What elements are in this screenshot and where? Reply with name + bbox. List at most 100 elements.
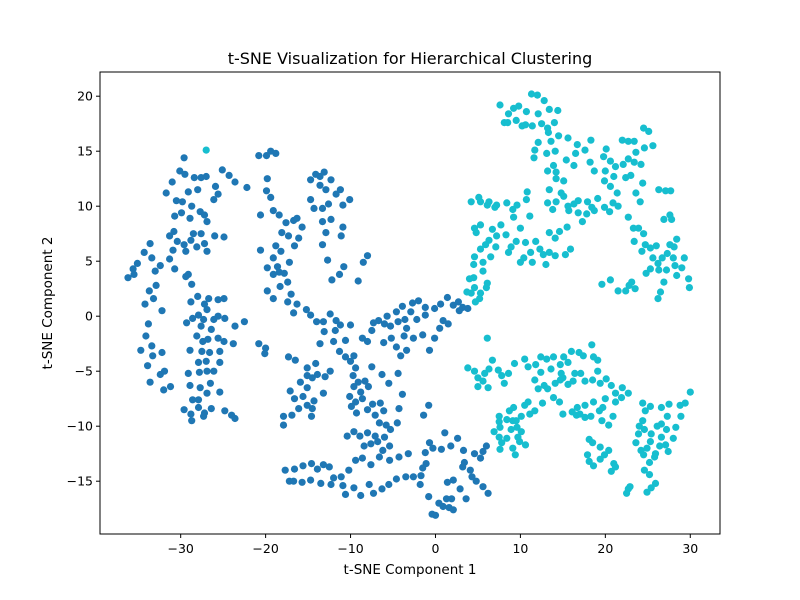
point-series-1-207 [284, 353, 293, 361]
point-series-1-36 [172, 197, 180, 205]
point-series-1-244 [376, 399, 384, 407]
point-series-1-171 [336, 186, 344, 194]
point-series-2-138 [523, 188, 531, 196]
point-series-1-205 [350, 352, 358, 360]
point-series-1-8 [156, 262, 164, 270]
point-series-1-317 [330, 474, 338, 482]
point-series-1-368 [482, 442, 490, 450]
point-series-1-191 [346, 321, 355, 329]
point-series-2-199 [488, 356, 496, 364]
point-series-2-143 [594, 194, 602, 203]
point-series-1-236 [364, 383, 372, 391]
point-series-1-301 [371, 432, 379, 440]
point-series-1-305 [380, 433, 389, 441]
point-series-2-178 [668, 215, 676, 223]
point-series-1-132 [275, 211, 283, 219]
point-series-2-162 [654, 259, 662, 267]
point-series-1-78 [194, 311, 203, 319]
y-tick-label: 0 [85, 309, 93, 324]
point-series-1-101 [229, 340, 237, 348]
point-series-1-71 [187, 298, 195, 306]
point-series-1-22 [160, 367, 169, 375]
point-series-1-178 [322, 229, 330, 237]
point-series-2-152 [629, 224, 638, 232]
point-series-1-163 [307, 176, 315, 184]
point-series-1-128 [262, 187, 271, 195]
point-series-2-157 [641, 241, 649, 249]
point-series-1-297 [343, 432, 351, 440]
point-series-1-0 [124, 274, 132, 282]
point-series-2-280 [517, 428, 525, 436]
point-series-2-256 [609, 412, 617, 420]
point-series-1-56 [169, 246, 177, 254]
point-series-1-219 [290, 395, 299, 403]
point-series-2-343 [623, 489, 631, 497]
point-series-1-275 [380, 320, 389, 328]
point-series-1-175 [310, 204, 318, 212]
point-series-1-179 [318, 241, 327, 249]
point-series-2-297 [585, 457, 593, 465]
point-series-2-168 [671, 262, 679, 270]
point-series-1-10 [149, 295, 158, 303]
point-series-2-254 [598, 417, 606, 425]
point-series-1-316 [339, 482, 347, 490]
point-series-1-200 [316, 340, 324, 348]
point-series-1-328 [281, 466, 289, 474]
point-series-1-376 [441, 429, 449, 437]
point-series-1-114 [187, 410, 195, 418]
point-series-2-331 [677, 412, 685, 420]
point-series-1-162 [261, 350, 269, 358]
point-series-2-265 [534, 385, 542, 393]
point-series-2-287 [490, 428, 498, 436]
point-series-1-147 [263, 264, 271, 272]
point-series-2-85 [545, 248, 553, 256]
point-series-2-181 [666, 241, 674, 249]
point-series-1-263 [419, 331, 427, 339]
point-series-1-324 [325, 463, 333, 471]
point-series-1-306 [386, 442, 394, 450]
point-series-2-21 [528, 122, 536, 130]
point-series-2-36 [586, 158, 594, 166]
point-series-2-262 [559, 410, 567, 418]
point-series-1-214 [321, 373, 329, 381]
point-series-1-261 [403, 324, 411, 332]
point-series-1-170 [332, 190, 340, 198]
point-series-1-367 [476, 454, 485, 462]
point-series-1-12 [141, 300, 149, 308]
point-series-2-127 [470, 224, 479, 232]
point-series-2-42 [601, 167, 609, 175]
point-series-2-66 [552, 168, 560, 176]
point-series-1-50 [210, 196, 218, 204]
point-series-2-222 [579, 352, 587, 360]
x-axis-label: t-SNE Component 1 [344, 562, 477, 578]
point-series-2-308 [639, 417, 647, 425]
point-series-2-237 [607, 381, 615, 390]
point-series-1-374 [459, 446, 468, 454]
point-series-1-160 [255, 340, 263, 348]
point-series-2-9 [527, 90, 536, 98]
point-series-1-27 [168, 178, 176, 186]
point-series-2-340 [643, 488, 651, 496]
point-series-2-194 [464, 364, 472, 372]
point-series-1-273 [394, 318, 402, 326]
point-series-2-56 [632, 189, 640, 197]
point-series-2-57 [636, 198, 644, 206]
point-series-2-160 [649, 254, 657, 262]
point-series-2-20 [544, 128, 553, 137]
point-series-1-289 [443, 293, 451, 302]
point-series-2-217 [547, 365, 555, 373]
point-series-1-357 [448, 495, 456, 503]
point-series-2-14 [538, 120, 546, 128]
point-series-2-277 [495, 418, 503, 426]
point-series-1-152 [276, 282, 284, 291]
point-series-2-258 [551, 379, 559, 387]
point-series-1-92 [216, 347, 224, 355]
point-series-2-189 [625, 281, 633, 289]
point-series-1-322 [313, 465, 321, 473]
point-series-1-96 [194, 358, 203, 366]
point-series-2-73 [560, 192, 568, 200]
point-series-1-197 [332, 317, 340, 325]
point-series-1-180 [337, 232, 345, 240]
point-series-1-38 [188, 202, 196, 210]
point-series-2-134 [485, 198, 493, 206]
